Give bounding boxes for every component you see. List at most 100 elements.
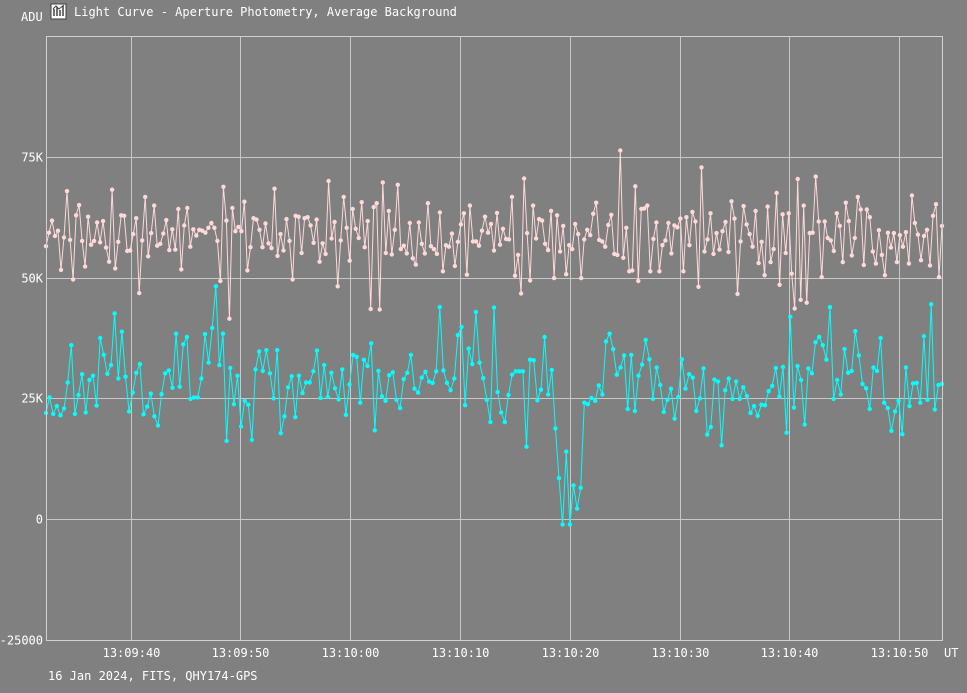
data-point	[449, 231, 455, 236]
data-point	[726, 249, 731, 255]
data-point	[105, 371, 110, 376]
x-tick-label: 13:10:00	[322, 646, 380, 660]
data-point	[296, 214, 301, 219]
data-point	[535, 398, 540, 403]
data-point	[325, 394, 330, 400]
data-point	[299, 250, 304, 256]
x-tick-label: 13:10:20	[542, 646, 600, 660]
data-point	[158, 241, 163, 246]
data-point	[329, 236, 334, 241]
data-point	[564, 272, 569, 277]
data-point	[419, 241, 424, 246]
data-point	[657, 269, 662, 274]
data-point	[828, 238, 833, 243]
data-point	[341, 194, 346, 200]
data-point	[906, 261, 912, 266]
data-point	[661, 409, 666, 415]
data-point	[470, 361, 475, 367]
data-point	[730, 396, 735, 402]
data-point	[723, 219, 728, 225]
data-point	[426, 379, 432, 384]
data-point	[921, 233, 927, 239]
data-point	[296, 373, 302, 378]
data-point	[374, 201, 379, 206]
data-point	[714, 230, 719, 236]
data-point	[228, 365, 233, 371]
data-point	[206, 225, 211, 230]
data-point	[88, 242, 94, 247]
data-point	[855, 194, 860, 200]
data-point	[915, 232, 921, 237]
data-point	[461, 211, 467, 216]
data-point	[759, 402, 764, 407]
data-point	[235, 373, 240, 378]
data-point	[741, 385, 746, 390]
data-point	[524, 230, 530, 236]
data-point	[101, 352, 107, 358]
light-curve-app-icon[interactable]	[50, 3, 67, 20]
data-point	[774, 190, 779, 196]
data-point	[770, 383, 775, 388]
data-point	[663, 238, 668, 243]
data-point	[90, 373, 96, 378]
data-point	[323, 251, 328, 257]
data-point	[903, 365, 909, 370]
data-point	[723, 388, 728, 393]
data-point	[751, 403, 757, 409]
x-tick-label: 13:10:40	[761, 646, 819, 660]
data-point	[804, 300, 809, 305]
data-point	[245, 268, 250, 273]
data-point	[639, 362, 645, 367]
data-point	[264, 347, 269, 353]
data-point	[359, 200, 364, 205]
data-point	[290, 277, 295, 282]
data-point	[422, 251, 427, 256]
data-point	[618, 148, 623, 153]
data-point	[699, 165, 704, 170]
data-point	[518, 291, 524, 296]
data-point	[909, 193, 915, 198]
x-tick-label: 13:09:40	[103, 646, 161, 660]
data-point	[272, 186, 277, 191]
data-point	[831, 396, 836, 402]
data-point	[236, 224, 241, 230]
data-point	[485, 230, 491, 235]
data-point	[932, 407, 937, 412]
data-point	[560, 522, 565, 527]
data-point	[885, 230, 891, 235]
grid	[46, 36, 942, 641]
data-point	[329, 370, 334, 375]
y-tick-label: 50K	[21, 272, 43, 286]
data-point	[267, 371, 273, 376]
data-point	[882, 273, 888, 278]
data-point	[907, 403, 912, 409]
data-point	[820, 343, 825, 348]
data-point	[317, 259, 322, 264]
data-point	[326, 178, 331, 184]
data-point	[548, 208, 554, 214]
data-point	[705, 432, 710, 437]
data-point	[79, 372, 85, 377]
data-point	[834, 211, 839, 216]
data-point	[82, 264, 88, 269]
data-point	[173, 331, 179, 336]
data-point	[336, 397, 341, 402]
data-point	[407, 220, 412, 226]
data-point	[405, 370, 410, 375]
data-point	[936, 382, 941, 388]
data-point	[320, 241, 325, 246]
data-point	[801, 203, 806, 208]
data-point	[452, 376, 457, 381]
data-point	[425, 201, 431, 206]
data-point	[729, 199, 734, 204]
data-point	[755, 413, 760, 418]
data-point	[188, 244, 193, 249]
data-point	[176, 206, 181, 212]
data-point	[167, 247, 172, 253]
data-point	[134, 370, 139, 375]
data-point	[690, 209, 695, 215]
data-point	[269, 245, 274, 251]
data-point	[488, 419, 493, 425]
data-point	[369, 341, 374, 346]
x-tick-label: 13:10:30	[652, 646, 710, 660]
